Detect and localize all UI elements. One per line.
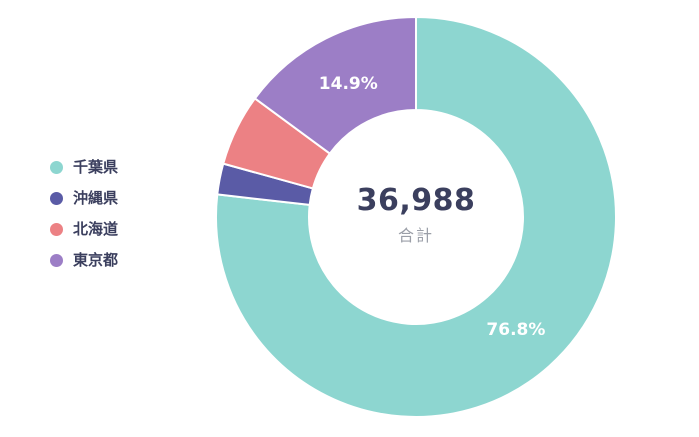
legend-label: 沖縄県 <box>73 188 119 207</box>
legend-item-4[interactable]: 東京都 <box>50 249 118 271</box>
legend-item-1[interactable]: 千葉県 <box>50 156 118 178</box>
donut-segment-1[interactable] <box>215 15 617 418</box>
segment-percent-label: 14.9% <box>319 74 378 94</box>
legend-color-dot <box>50 191 63 205</box>
segment-percent-label: 76.8% <box>486 320 545 340</box>
legend-item-3[interactable]: 北海道 <box>50 218 118 240</box>
chart-legend: 千葉県沖縄県北海道東京都 <box>50 156 118 271</box>
legend-label: 北海道 <box>73 219 119 238</box>
donut-segment-4[interactable] <box>253 15 417 155</box>
legend-color-dot <box>50 253 63 267</box>
legend-label: 東京都 <box>73 250 119 269</box>
legend-item-2[interactable]: 沖縄県 <box>50 187 118 209</box>
legend-color-dot <box>50 222 63 236</box>
legend-color-dot <box>50 160 63 174</box>
legend-label: 千葉県 <box>73 157 119 176</box>
